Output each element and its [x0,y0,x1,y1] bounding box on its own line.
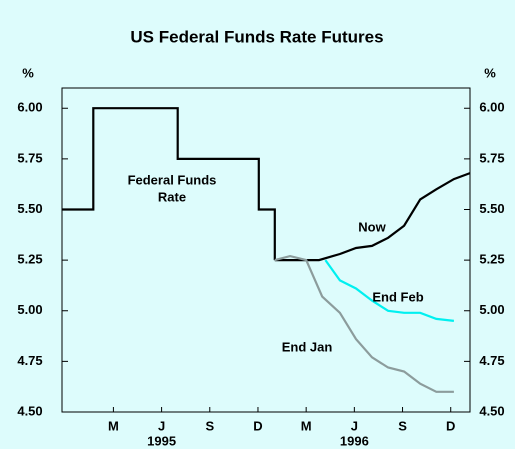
x-tick-label: J [158,418,165,433]
series-label: Rate [158,189,186,204]
chart-title: US Federal Funds Rate Futures [130,27,383,46]
plot-frame [61,87,471,413]
x-year-label: 1995 [147,433,176,448]
y-unit-left: % [22,65,34,80]
series-line [324,259,455,322]
x-tick-label: M [108,418,119,433]
y-tick-label-right: 5.50 [479,201,504,216]
series-line [62,107,276,261]
y-tick-label-left: 5.50 [17,201,42,216]
y-tick-label-right: 5.00 [479,302,504,317]
y-tick-label-right: 6.00 [479,100,504,115]
y-tick-label-left: 4.75 [17,353,42,368]
series-line [274,254,454,393]
x-tick-label: J [351,418,358,433]
y-unit-right: % [484,65,496,80]
x-tick-label: S [398,418,407,433]
series-label: Federal Funds [128,172,217,187]
series-label: Now [358,219,386,234]
y-tick-label-left: 5.75 [17,150,42,165]
x-tick-label: S [205,418,214,433]
y-tick-label-right: 5.75 [479,150,504,165]
y-tick-label-left: 5.25 [17,252,42,267]
y-tick-label-left: 4.50 [17,403,42,418]
series-label: End Jan [282,339,333,354]
y-tick-label-right: 4.75 [479,353,504,368]
y-tick-label-right: 5.25 [479,252,504,267]
y-tick-label-left: 6.00 [17,100,42,115]
x-tick-label: D [253,418,262,433]
y-tick-label-left: 5.00 [17,302,42,317]
x-year-label: 1996 [340,433,369,448]
x-tick-label: D [446,418,455,433]
y-tick-label-right: 4.50 [479,403,504,418]
series-label: End Feb [372,289,423,304]
series-line [274,172,471,262]
x-tick-label: M [301,418,312,433]
